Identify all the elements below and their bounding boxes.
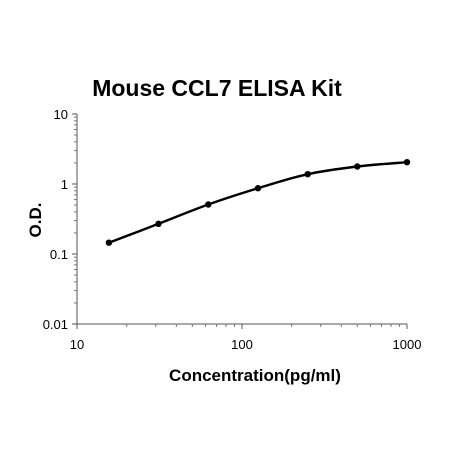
y-tick-label: 10 (54, 107, 68, 122)
x-axis-title: Concentration(pg/ml) (169, 366, 341, 385)
x-tick-label: 100 (231, 337, 253, 352)
data-point (155, 220, 162, 227)
axes (76, 114, 407, 325)
axis-ticks (72, 113, 408, 329)
series-line (107, 161, 409, 244)
y-tick-label: 1 (61, 177, 68, 192)
data-point (205, 201, 212, 208)
data-point (304, 171, 311, 178)
y-axis-title: O.D. (26, 203, 45, 238)
chart-title: Mouse CCL7 ELISA Kit (92, 75, 342, 101)
data-point (254, 185, 262, 192)
y-tick-label: 0.01 (43, 317, 68, 332)
x-tick-label: 1000 (393, 337, 422, 352)
data-point (354, 163, 361, 170)
y-tick-label: 0.1 (50, 247, 68, 262)
data-point (105, 239, 113, 246)
x-tick-label: 10 (70, 337, 84, 352)
data-points (105, 159, 411, 246)
data-point (403, 159, 411, 166)
